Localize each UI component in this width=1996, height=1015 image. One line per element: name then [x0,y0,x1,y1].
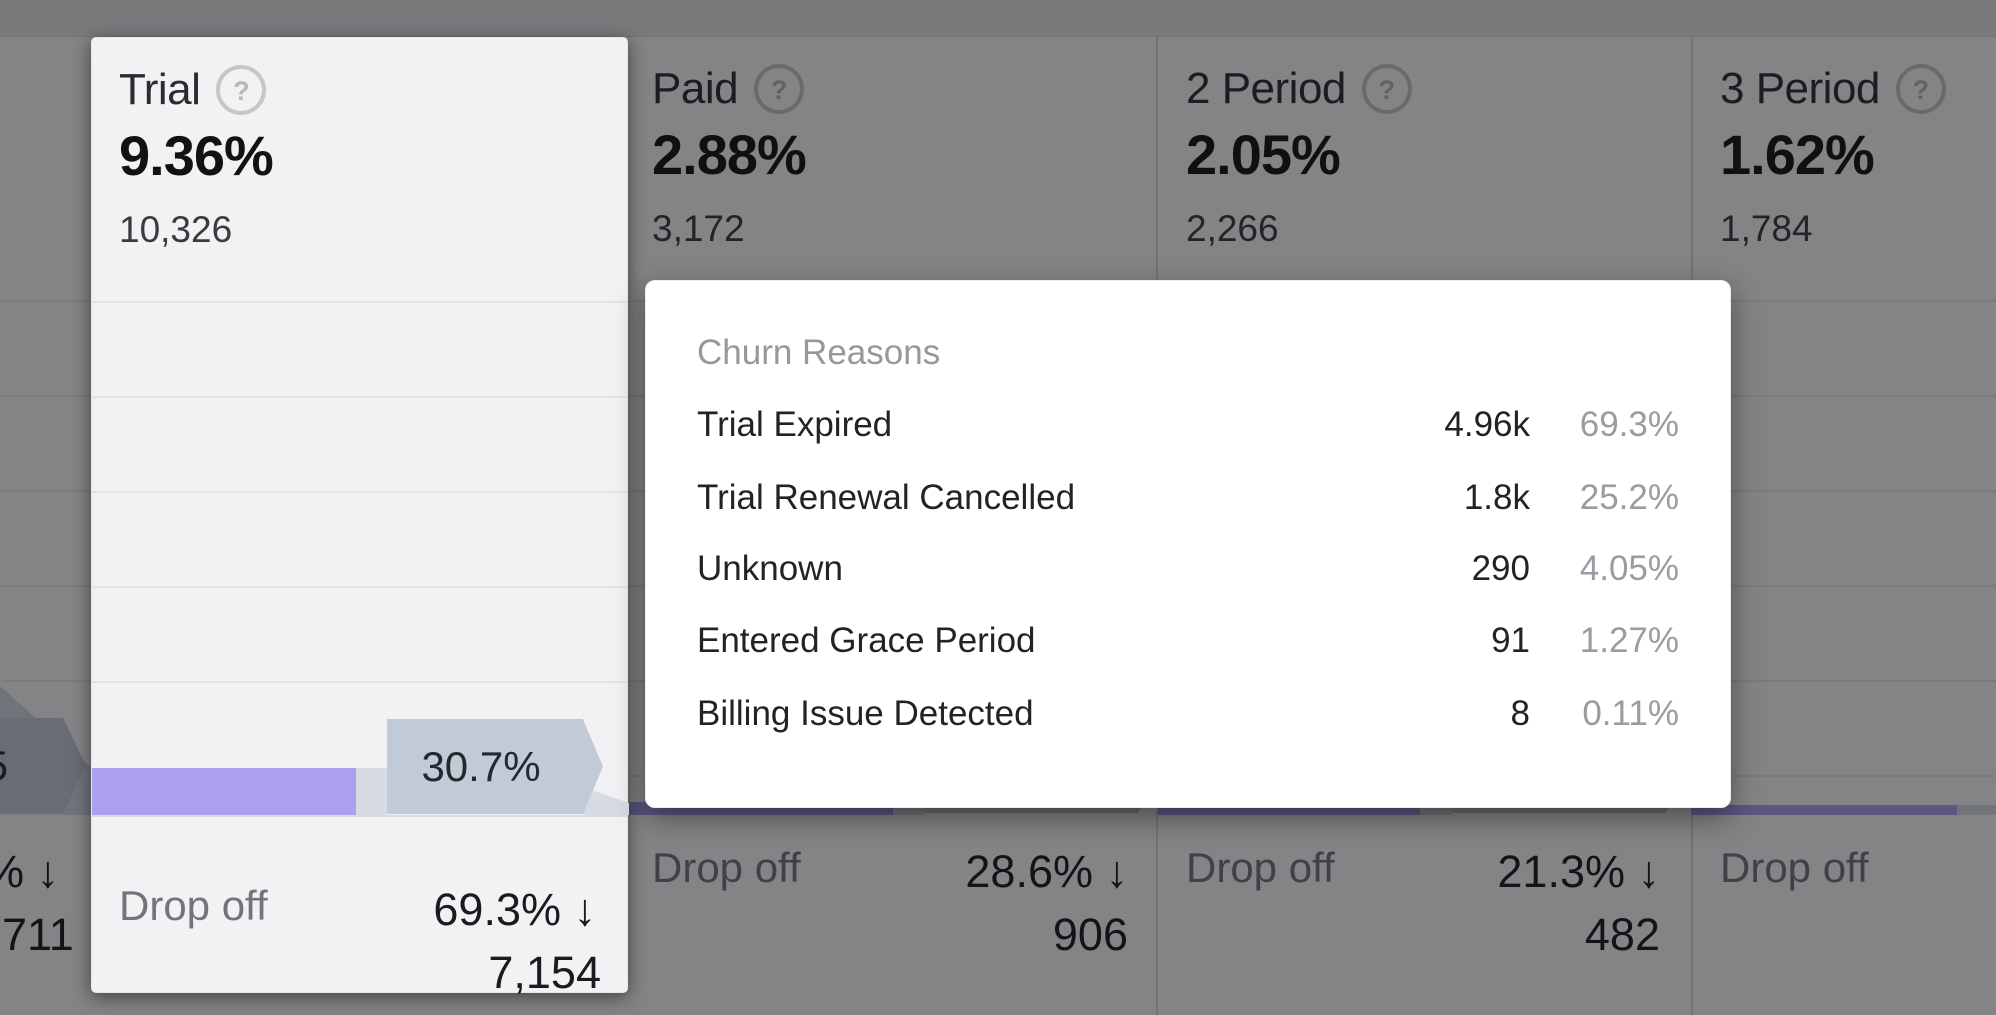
churn-reason-value: 290 [1471,549,1530,588]
drop-off-count-trial: 7,154 [488,947,601,998]
churn-reason-row: Entered Grace Period 91 1.27% [697,619,1679,663]
conversion-banner-trial-paid[interactable]: 30.7% [387,719,603,814]
gridline [92,586,627,588]
count-trial: 10,326 [119,209,233,250]
churn-reason-label: Trial Expired [697,405,893,444]
gridline [92,491,627,493]
funnel-baseline [92,815,627,817]
churn-reason-row: Trial Expired 4.96k 69.3% [697,403,1679,447]
help-icon[interactable]: ? [216,65,267,115]
drop-off-rate-trial: 69.3% ↓ [433,884,596,935]
churn-reason-row: Unknown 290 4.05% [697,547,1679,591]
churn-reason-pct: 25.2% [1579,478,1679,517]
conversion-rate-trial: 9.36% [119,124,274,187]
churn-reason-pct: 4.05% [1579,549,1679,588]
popover-title: Churn Reasons [697,333,941,372]
churn-reason-value: 91 [1491,621,1530,660]
churn-reason-pct: 1.27% [1579,621,1679,660]
gridline [92,681,627,683]
churn-reason-label: Unknown [697,549,843,588]
trial-stage-card[interactable]: Trial ? 9.36% 10,326 30.7% Drop off 69.3… [91,37,629,997]
column-title-trial: Trial [119,65,201,114]
churn-reason-value: 8 [1510,694,1530,733]
drop-off-label-trial: Drop off [119,882,268,929]
churn-reason-label: Entered Grace Period [697,621,1036,660]
churn-reason-row: Billing Issue Detected 8 0.11% [697,692,1679,736]
gridline [92,301,627,303]
conversion-banner-trial-paid-label: 30.7% [421,742,541,790]
churn-reason-label: Trial Renewal Cancelled [697,478,1076,517]
funnel-connector-trial [356,768,387,815]
churn-reason-value: 1.8k [1463,478,1530,517]
churn-reason-pct: 69.3% [1579,405,1679,444]
churn-reasons-popover: Churn Reasons Trial Expired 4.96k 69.3% … [645,280,1731,808]
funnel-bar-trial[interactable] [92,768,356,815]
column-header-trial: Trial ? 9.36% 10,326 [119,61,274,250]
churn-reason-pct: 0.11% [1582,694,1679,733]
churn-reason-row: Trial Renewal Cancelled 1.8k 25.2% [697,476,1679,520]
churn-reason-value: 4.96k [1444,405,1530,444]
gridline [92,396,627,398]
churn-reason-label: Billing Issue Detected [697,694,1034,733]
